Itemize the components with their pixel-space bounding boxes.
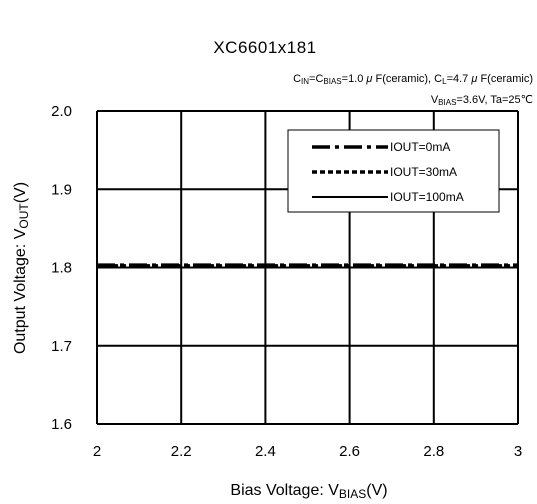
y-tick-label: 2.0 <box>51 103 72 120</box>
y-tick-label: 1.7 <box>51 338 72 355</box>
legend-label: IOUT=0mA <box>390 140 450 154</box>
conditions-line-1: CIN=CBIAS=1.0 μ F(ceramic), CL=4.7 μ F(c… <box>293 73 533 86</box>
chart-title: XC6601x181 <box>213 38 316 57</box>
x-tick-label: 3 <box>514 443 522 460</box>
x-tick-label: 2 <box>93 443 101 460</box>
y-axis-label: Output Voltage: VOUT(V) <box>12 182 31 354</box>
x-tick-label: 2.6 <box>339 443 360 460</box>
legend-label: IOUT=100mA <box>390 190 464 204</box>
series-layer <box>97 263 518 269</box>
y-tick-label: 1.9 <box>51 181 72 198</box>
conditions-line-2: VBIAS=3.6V, Ta=25℃ <box>431 94 533 107</box>
x-tick-label: 2.4 <box>255 443 276 460</box>
x-tick-label: 2.8 <box>423 443 444 460</box>
x-axis-label: Bias Voltage: VBIAS(V) <box>230 482 387 501</box>
y-tick-label: 1.8 <box>51 260 72 277</box>
x-tick-label: 2.2 <box>171 443 192 460</box>
legend-label: IOUT=30mA <box>390 165 457 179</box>
x-tick-labels: 2 2.2 2.4 2.6 2.8 3 <box>93 443 522 460</box>
y-tick-labels: 1.6 1.7 1.8 1.9 2.0 <box>51 103 72 433</box>
y-tick-label: 1.6 <box>51 416 72 433</box>
legend: IOUT=0mA IOUT=30mA IOUT=100mA <box>287 129 500 213</box>
